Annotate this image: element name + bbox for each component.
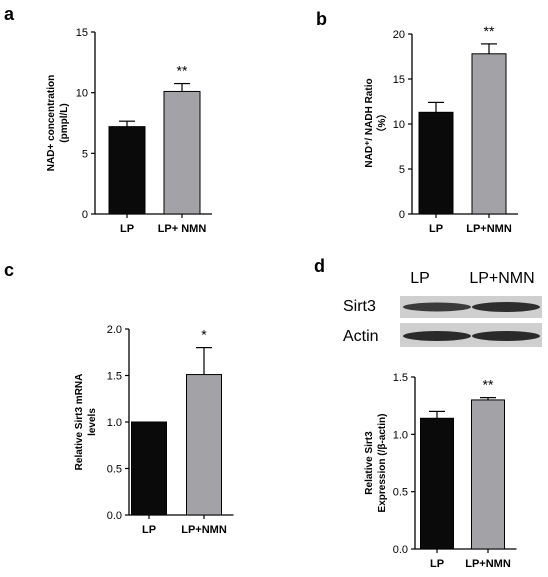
y-axis-label-line: NAD+ concentration: [46, 75, 57, 171]
y-tick-label: 10: [393, 119, 405, 131]
panel-letter-d: d: [314, 256, 325, 276]
y-axis-label: Relative Sirt3 Expression (/β-actin): [364, 414, 388, 513]
x-category-label: LP: [142, 524, 156, 536]
y-axis-label: Relative Sirt3 mRNA levels: [74, 374, 98, 471]
y-axis-label: NAD⁺/ NADH Ratio （%）: [364, 78, 388, 167]
bar-lp-nmn: [471, 399, 505, 550]
y-tick-label: 1.0: [393, 429, 408, 441]
y-tick-label: 15: [393, 74, 405, 86]
y-axis-label: NAD+ concentration (pmpl/L): [46, 75, 70, 171]
chart-nad-concentration: 0 5 10 15 NAD+ concentration (pmpl/L) LP ** LP+ …: [46, 27, 212, 235]
blot-lane-label-lp: LP: [410, 270, 430, 287]
x-category-label: LP+NMN: [181, 524, 227, 536]
x-category-label: LP: [429, 223, 443, 235]
blot-row-label-sirt3: Sirt3: [343, 298, 376, 315]
blot-band-actin-lp-nmn: [472, 331, 540, 341]
panel-letter-b: b: [316, 9, 327, 29]
blot-band-sirt3-lp-nmn: [472, 302, 540, 312]
y-tick-label: 2.0: [107, 324, 122, 336]
significance-marker: *: [201, 327, 207, 343]
bar-lp: [108, 126, 146, 215]
significance-marker: **: [484, 23, 495, 39]
chart-sirt3-expression: 0.0 0.5 1.0 1.5 Relative Sirt3 Expression (/β…: [364, 372, 517, 570]
bar-lp-nmn: [163, 90, 201, 215]
western-blot: LP LP+NMN Sirt3 Actin: [343, 270, 542, 347]
y-axis-label-line: (pmpl/L): [59, 103, 70, 142]
y-tick-label: 0.0: [107, 510, 122, 522]
bar-lp: [418, 111, 454, 215]
blot-band-actin-lp: [403, 331, 471, 341]
y-axis-label-line: Relative Sirt3 mRNA: [74, 374, 85, 471]
y-tick-label: 1.5: [107, 371, 122, 383]
y-axis-label-line: levels: [87, 408, 98, 436]
x-category-label: LP: [430, 558, 444, 570]
x-category-label: LP+NMN: [465, 558, 511, 570]
y-tick-label: 0: [82, 209, 88, 221]
bar-lp: [131, 421, 167, 516]
y-tick-label: 10: [76, 88, 88, 100]
blot-lane-label-lp-nmn: LP+NMN: [469, 270, 534, 287]
bar-lp: [420, 417, 454, 550]
x-category-label: LP+NMN: [466, 223, 512, 235]
y-tick-label: 1.0: [107, 417, 122, 429]
y-axis-label-line: Relative Sirt3: [364, 431, 375, 495]
chart-sirt3-mrna: 0.0 0.5 1.0 1.5 2.0 Relative Sirt3 mRNA levels…: [74, 324, 234, 536]
y-tick-label: 5: [82, 148, 88, 160]
panel-letter-a: a: [4, 4, 15, 24]
y-axis-label-line: Expression (/β-actin): [377, 414, 388, 513]
y-tick-label: 15: [76, 27, 88, 39]
significance-marker: **: [483, 377, 494, 393]
y-tick-label: 0.5: [393, 487, 408, 499]
y-tick-label: 5: [399, 164, 405, 176]
y-tick-label: 0: [399, 209, 405, 221]
bar-lp-nmn: [186, 374, 222, 516]
blot-band-sirt3-lp: [403, 302, 471, 312]
y-axis-label-line: （%）: [375, 109, 388, 138]
blot-row-label-actin: Actin: [343, 328, 379, 345]
y-tick-label: 0.0: [393, 544, 408, 556]
y-tick-label: 1.5: [393, 372, 408, 384]
bar-lp-nmn: [471, 53, 507, 215]
y-axis-label-line: NAD⁺/ NADH Ratio: [364, 78, 375, 167]
panel-letter-c: c: [4, 260, 14, 280]
x-category-label: LP: [120, 223, 134, 235]
x-category-label: LP+ NMN: [158, 223, 207, 235]
y-tick-label: 0.5: [107, 464, 122, 476]
y-tick-label: 20: [393, 29, 405, 41]
significance-marker: **: [177, 63, 188, 79]
chart-nad-nadh-ratio: 0 5 10 15 20 NAD⁺/ NADH Ratio （%） LP ** LP+NMN: [364, 23, 518, 235]
